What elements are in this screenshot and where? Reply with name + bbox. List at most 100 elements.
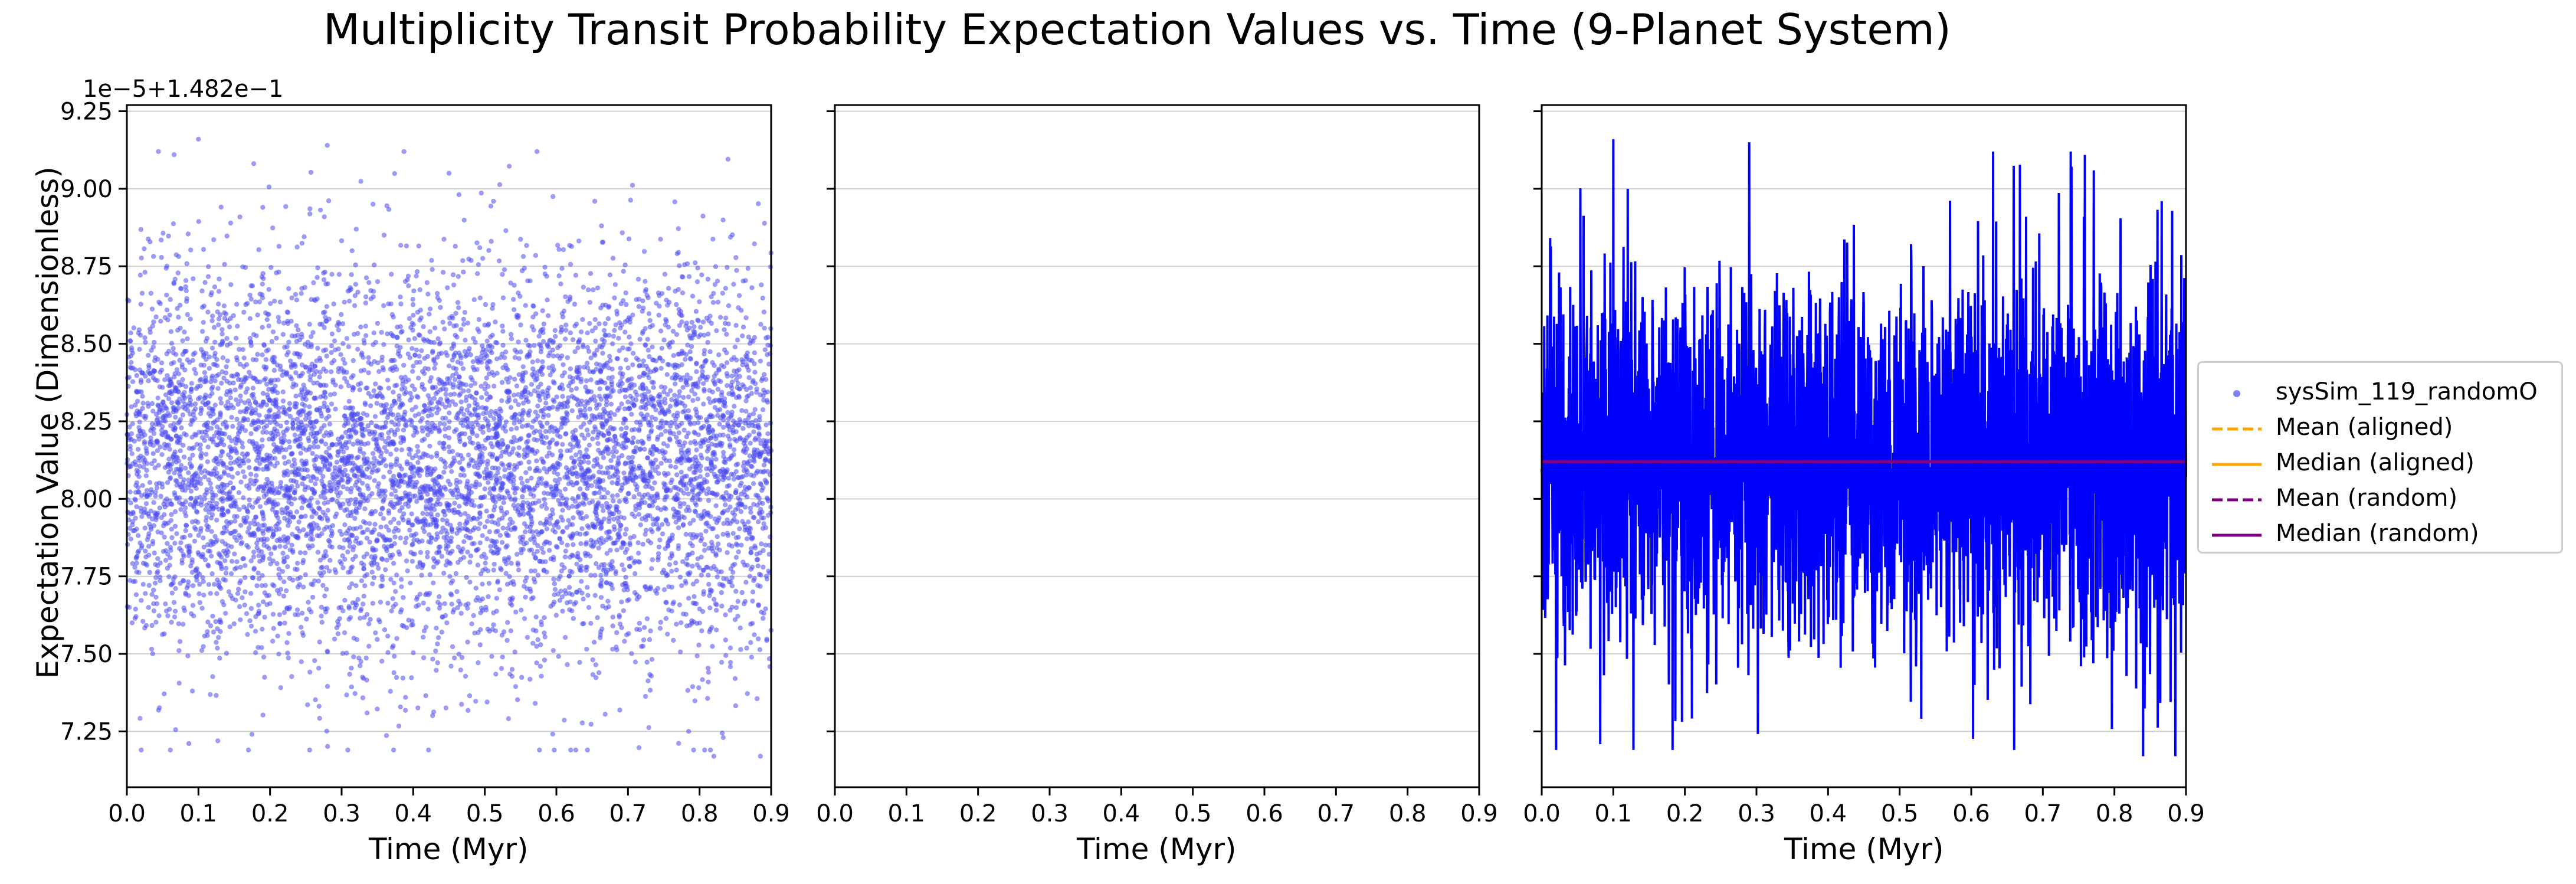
scatter-point: [281, 559, 287, 565]
scatter-point: [214, 500, 219, 506]
scatter-point: [174, 531, 179, 536]
scatter-point: [735, 598, 740, 604]
scatter-point: [520, 364, 526, 369]
scatter-point: [476, 262, 481, 267]
scatter-point: [276, 244, 282, 249]
scatter-point: [242, 575, 248, 580]
scatter-point: [523, 303, 528, 308]
scatter-point: [274, 510, 280, 515]
scatter-point: [229, 415, 234, 420]
scatter-point: [203, 518, 209, 523]
scatter-point: [371, 201, 376, 207]
scatter-point: [207, 354, 212, 359]
scatter-point: [622, 549, 628, 555]
scatter-point: [451, 365, 456, 371]
scatter-point: [548, 372, 553, 378]
scatter-point: [143, 561, 148, 567]
scatter-point: [557, 343, 563, 348]
scatter-point: [147, 480, 153, 485]
scatter-point: [596, 545, 601, 551]
scatter-point: [463, 353, 468, 359]
scatter-point: [338, 352, 343, 357]
scatter-point: [681, 427, 687, 433]
scatter-point: [520, 400, 526, 406]
scatter-point: [757, 414, 762, 419]
scatter-point: [447, 320, 453, 326]
scatter-point: [149, 348, 154, 353]
scatter-point: [563, 410, 569, 415]
scatter-point: [671, 353, 676, 358]
scatter-point: [204, 451, 209, 457]
scatter-point: [438, 305, 443, 310]
scatter-point: [201, 362, 207, 368]
scatter-point: [653, 366, 658, 372]
scatter-point: [697, 565, 702, 571]
scatter-point: [271, 387, 276, 392]
scatter-point: [427, 443, 432, 449]
scatter-point: [645, 336, 650, 342]
scatter-point: [415, 460, 421, 465]
scatter-point: [297, 433, 303, 438]
scatter-point: [256, 576, 262, 581]
scatter-point: [425, 420, 430, 425]
scatter-point: [565, 542, 570, 548]
scatter-point: [344, 336, 350, 341]
scatter-point: [582, 551, 588, 556]
scatter-point: [738, 435, 743, 441]
scatter-point: [417, 353, 422, 359]
scatter-point: [527, 548, 532, 553]
scatter-point: [159, 360, 165, 366]
scatter-point: [483, 561, 488, 566]
scatter-point: [129, 451, 135, 456]
scatter-point: [202, 474, 208, 480]
scatter-point: [234, 514, 240, 519]
scatter-point: [443, 415, 448, 421]
scatter-point: [465, 549, 470, 555]
scatter-point: [516, 402, 521, 407]
scatter-point: [218, 400, 224, 406]
scatter-point: [451, 456, 457, 461]
scatter-point: [457, 439, 463, 444]
scatter-point: [311, 280, 316, 286]
scatter-point: [352, 605, 358, 611]
scatter-point: [725, 264, 730, 270]
scatter-point: [686, 729, 691, 734]
scatter-point: [713, 443, 718, 448]
scatter-point: [650, 323, 656, 328]
scatter-point: [150, 408, 156, 414]
scatter-point: [493, 319, 498, 325]
scatter-point: [738, 483, 743, 489]
scatter-point: [315, 444, 320, 450]
scatter-point: [723, 315, 729, 321]
scatter-point: [449, 469, 454, 474]
scatter-point: [664, 297, 669, 303]
scatter-point: [425, 413, 431, 418]
scatter-point: [465, 639, 470, 645]
scatter-point: [531, 430, 537, 436]
scatter-point: [464, 501, 469, 507]
scatter-point: [248, 405, 254, 411]
scatter-point: [412, 352, 418, 358]
scatter-point: [729, 604, 735, 610]
scatter-point: [176, 371, 182, 376]
scatter-point: [452, 500, 457, 506]
scatter-point: [480, 581, 485, 587]
scatter-point: [164, 292, 169, 298]
scatter-point: [702, 388, 707, 394]
scatter-point: [198, 347, 204, 352]
scatter-point: [144, 487, 150, 493]
scatter-point: [214, 518, 219, 523]
scatter-point: [622, 329, 628, 335]
scatter-point: [445, 285, 450, 290]
scatter-point: [429, 400, 434, 405]
scatter-point: [474, 391, 479, 396]
scatter-point: [207, 394, 212, 399]
scatter-point: [573, 428, 578, 433]
scatter-point: [312, 444, 317, 450]
scatter-point: [598, 595, 604, 600]
scatter-point: [508, 628, 513, 634]
scatter-point: [533, 410, 538, 415]
scatter-point: [643, 279, 648, 284]
scatter-point: [739, 590, 745, 595]
scatter-point: [224, 336, 230, 341]
